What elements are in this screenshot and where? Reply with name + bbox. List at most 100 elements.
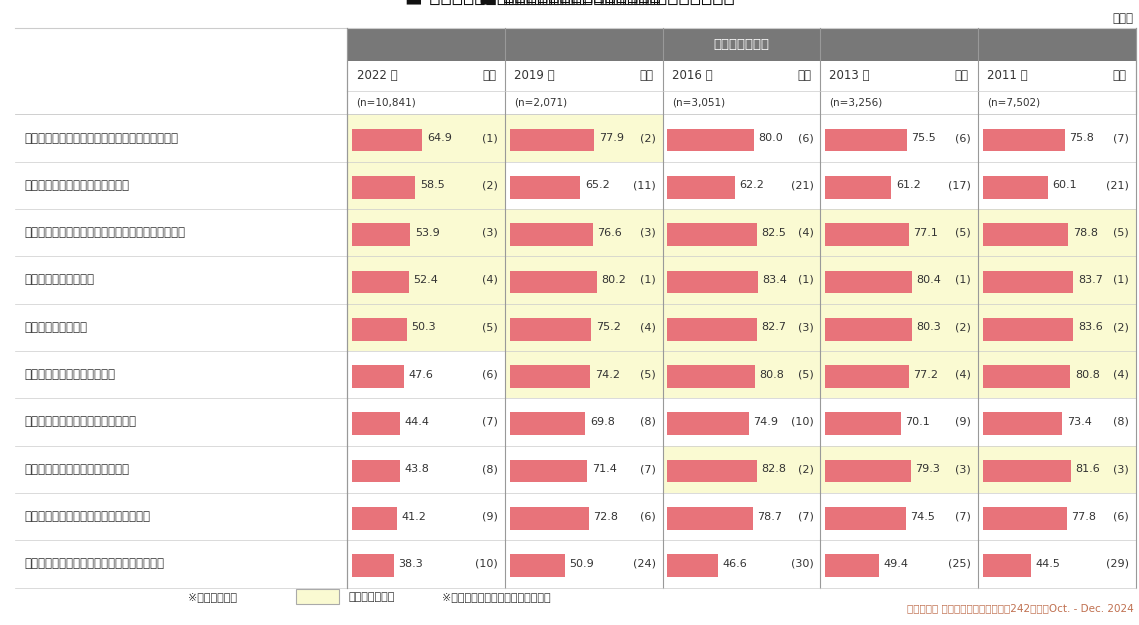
Text: 65.2: 65.2 [585,181,609,191]
Text: (30): (30) [790,559,813,569]
Text: 44.5: 44.5 [1035,559,1060,569]
Text: (3): (3) [797,322,813,332]
Text: 80.3: 80.3 [917,322,941,332]
Bar [505,114,663,162]
Text: 学生生活が楽しめる: 学生生活が楽しめる [24,321,87,334]
Text: 79.3: 79.3 [916,464,941,474]
Bar [820,209,978,256]
Text: ■ 大学に進学することのメリット: ■ 大学に進学することのメリット [478,0,661,4]
Text: (9): (9) [956,417,972,427]
Text: (1): (1) [797,275,813,285]
Bar [352,129,423,151]
Text: 77.8: 77.8 [1072,511,1097,521]
Bar [352,223,410,246]
Text: (21): (21) [790,181,813,191]
Text: 大学進学者全体: 大学進学者全体 [713,38,770,51]
Bar [505,351,663,398]
Text: 82.8: 82.8 [762,464,787,474]
Bar [347,256,505,304]
Text: 順位: 順位 [640,69,654,82]
Text: 75.8: 75.8 [1070,133,1095,143]
Text: 2016 年: 2016 年 [672,69,712,82]
Bar [296,589,339,604]
Bar [352,318,407,341]
Bar [667,223,756,246]
Bar [978,209,1136,256]
Text: 74.2: 74.2 [595,369,620,379]
Text: 77.1: 77.1 [913,228,939,238]
Text: (1): (1) [956,275,972,285]
Text: 82.5: 82.5 [761,228,786,238]
Bar [509,223,592,246]
Text: 72.8: 72.8 [593,511,618,521]
Text: (5): (5) [483,322,498,332]
Bar [505,304,663,351]
Text: （％）: （％） [1113,12,1133,25]
Text: (8): (8) [1113,417,1129,427]
Text: 83.6: 83.6 [1077,322,1103,332]
Text: 75.2: 75.2 [596,322,621,332]
Text: 80.2: 80.2 [601,275,626,285]
Bar [667,412,748,435]
Bar [509,318,591,341]
Bar [667,129,754,151]
Bar [978,256,1136,304]
Text: (6): (6) [483,369,498,379]
Bar [983,129,1065,151]
Text: 50.9: 50.9 [570,559,595,569]
Bar [509,271,597,293]
Text: (9): (9) [482,511,498,521]
Bar [983,460,1071,482]
Text: (11): (11) [633,181,656,191]
Text: (7): (7) [797,511,813,521]
Bar [509,460,587,482]
Text: 2011 年: 2011 年 [988,69,1027,82]
Text: 順位: 順位 [1113,69,1126,82]
Text: (4): (4) [1113,369,1129,379]
Text: (n=3,256): (n=3,256) [829,98,883,107]
Bar [505,209,663,256]
Text: 43.8: 43.8 [404,464,429,474]
Text: (4): (4) [640,322,656,332]
Text: (3): (3) [956,464,972,474]
Text: (6): (6) [797,133,813,143]
Text: 41.2: 41.2 [401,511,426,521]
Text: (25): (25) [949,559,972,569]
Text: 77.9: 77.9 [599,133,624,143]
Bar [825,365,909,388]
Text: 将来の選択肢が広がる: 将来の選択肢が広がる [24,274,93,286]
Bar [983,365,1071,388]
Bar [352,176,416,199]
Bar [509,412,585,435]
Bar [509,554,565,577]
Text: 78.7: 78.7 [757,511,782,521]
Bar [983,318,1073,341]
Bar [667,318,757,341]
Text: 83.4: 83.4 [762,275,787,285]
Text: 研究や教育レベルが高いところで学べる: 研究や教育レベルが高いところで学べる [24,510,150,523]
Text: (n=7,502): (n=7,502) [988,98,1040,107]
Bar [978,304,1136,351]
Text: 2013 年: 2013 年 [829,69,870,82]
Text: (6): (6) [956,133,972,143]
Text: 2019 年: 2019 年 [514,69,555,82]
Text: (1): (1) [1113,275,1129,285]
Text: 74.9: 74.9 [753,417,778,427]
Text: 76.6: 76.6 [597,228,622,238]
Text: (10): (10) [475,559,498,569]
Text: (4): (4) [797,228,813,238]
Text: 80.8: 80.8 [1075,369,1099,379]
Bar [983,176,1048,199]
Text: 少なくともどこかに就職できる可能性が高くなる: 少なくともどこかに就職できる可能性が高くなる [24,131,178,144]
Text: (5): (5) [640,369,656,379]
Text: 70.1: 70.1 [906,417,931,427]
Bar [505,256,663,304]
Text: 75.5: 75.5 [911,133,936,143]
Text: (5): (5) [956,228,972,238]
Text: (5): (5) [797,369,813,379]
Text: 80.8: 80.8 [760,369,785,379]
Text: 順位: 順位 [797,69,811,82]
Text: (1): (1) [640,275,656,285]
Text: (2): (2) [797,464,813,474]
Bar [820,446,978,493]
